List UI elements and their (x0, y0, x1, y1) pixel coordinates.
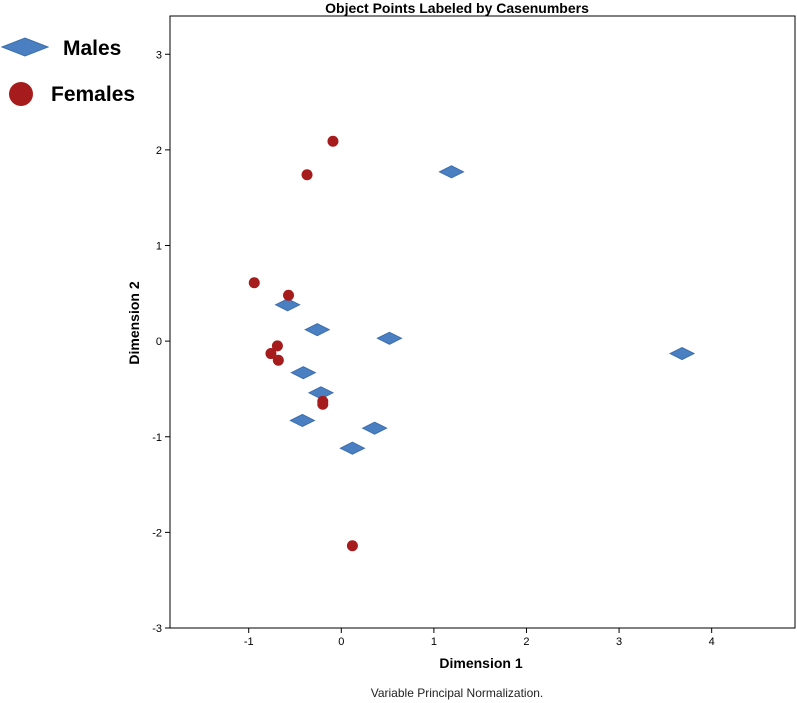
y-axis-title: Dimension 2 (126, 281, 142, 364)
legend-females-marker (9, 82, 33, 106)
male-point (304, 323, 331, 337)
x-tick-label: -1 (244, 636, 254, 648)
female-point (283, 289, 295, 301)
y-tick-label: 0 (156, 336, 162, 348)
male-point (668, 346, 696, 361)
x-axis: -1 0 1 2 3 4 (244, 628, 715, 648)
male-point (438, 165, 465, 179)
chart-title: Object Points Labeled by Casenumbers (325, 0, 589, 16)
male-point (274, 298, 301, 312)
y-axis: -3 -2 -1 0 1 2 3 (152, 49, 170, 635)
plot-frame (169, 15, 796, 629)
y-tick-label: 3 (156, 49, 162, 61)
x-axis-title: Dimension 1 (439, 655, 522, 671)
female-point (327, 135, 339, 147)
y-tick-label: 1 (156, 241, 162, 253)
male-point (307, 386, 335, 400)
footnote: Variable Principal Normalization. (371, 686, 544, 700)
legend-females-label: Females (51, 83, 135, 106)
legend-males-label: Males (63, 37, 121, 60)
data-points (248, 135, 696, 552)
x-tick-label: 3 (616, 636, 622, 648)
female-point (346, 540, 358, 552)
y-tick-label: -1 (152, 432, 162, 444)
legend-males-marker (0, 37, 50, 57)
y-tick-label: -2 (152, 527, 162, 539)
male-point (376, 331, 403, 345)
x-tick-label: 1 (431, 636, 437, 648)
male-point (290, 366, 317, 380)
y-tick-label: 2 (156, 145, 162, 157)
male-point (339, 441, 366, 455)
male-point (289, 413, 316, 428)
x-tick-label: 4 (709, 636, 715, 648)
female-point (317, 398, 329, 410)
female-point (271, 340, 283, 352)
female-point (272, 354, 284, 366)
y-tick-label: -3 (152, 623, 162, 635)
male-point (361, 421, 388, 435)
female-point (301, 169, 313, 181)
x-tick-label: 2 (523, 636, 529, 648)
legend: Males Females (0, 37, 135, 106)
female-point (265, 348, 277, 360)
female-point (248, 277, 260, 289)
x-tick-label: 0 (338, 636, 344, 648)
